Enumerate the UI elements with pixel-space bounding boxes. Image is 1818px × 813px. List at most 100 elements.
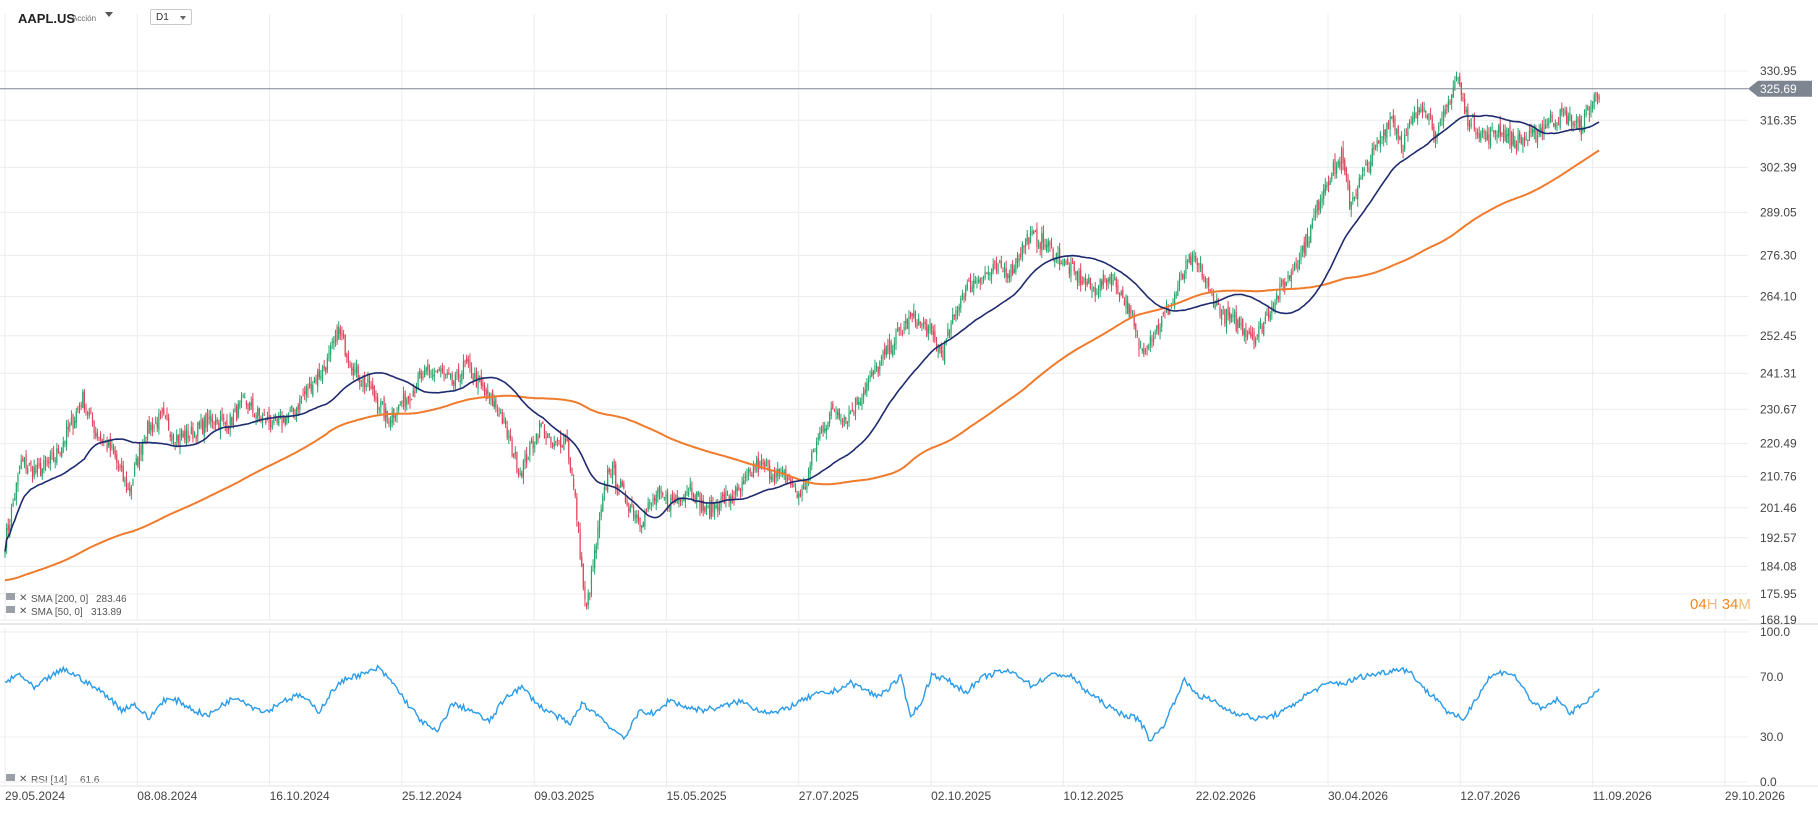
date-tick-label: 27.07.2025 <box>799 789 859 803</box>
candle <box>1091 283 1093 299</box>
date-tick-label: 15.05.2025 <box>667 789 727 803</box>
price-tick-label: 192.57 <box>1760 531 1797 545</box>
candle <box>202 417 204 435</box>
candle-body <box>443 371 445 375</box>
candle <box>394 414 397 422</box>
legend-item-rsi[interactable]: ✕ RSI [14] 61.6 <box>6 774 100 786</box>
candle <box>278 412 280 427</box>
candle-body <box>785 469 787 483</box>
candle <box>532 435 534 456</box>
candle <box>749 467 751 477</box>
candle-body <box>211 419 213 423</box>
candle-body <box>1057 252 1059 258</box>
candle-body <box>53 452 55 462</box>
candle <box>1394 115 1396 136</box>
candle-body <box>326 357 328 370</box>
grid <box>0 14 1748 621</box>
candle-body <box>310 383 312 392</box>
candle <box>1222 305 1224 315</box>
candle-body <box>1517 134 1519 150</box>
candle <box>391 406 393 428</box>
candle-body <box>1504 130 1506 141</box>
candle-body <box>425 367 427 372</box>
candle-body <box>1221 309 1223 320</box>
candle <box>1084 273 1087 292</box>
candle-body <box>799 493 802 497</box>
symbol-name[interactable]: AAPL.US <box>18 11 76 26</box>
candle-body <box>543 425 546 438</box>
candle-body <box>939 346 941 349</box>
price-tick-label: 276.30 <box>1760 248 1797 262</box>
candle <box>409 393 411 409</box>
candle <box>1287 270 1289 284</box>
candle-body <box>422 376 424 378</box>
candle <box>1300 245 1302 265</box>
candle <box>467 355 469 368</box>
candle-body <box>1196 262 1198 266</box>
candle-body <box>357 366 359 381</box>
candle-body <box>1268 309 1270 318</box>
candle <box>535 433 537 445</box>
candle-body <box>709 503 711 519</box>
candle-body <box>1161 316 1163 328</box>
candle-body <box>1564 109 1566 114</box>
candle-body <box>825 427 827 433</box>
candle <box>180 428 183 441</box>
candle-body <box>236 405 238 421</box>
candle <box>349 360 351 369</box>
candle <box>368 374 371 391</box>
candle-body <box>628 508 630 511</box>
legend-settings-icon[interactable] <box>6 606 15 613</box>
candle-body <box>466 357 468 363</box>
candle-body <box>1222 305 1224 308</box>
candle-body <box>897 328 899 332</box>
candle <box>7 518 9 537</box>
candle <box>713 502 716 520</box>
candle <box>1144 347 1147 355</box>
candle <box>443 365 445 382</box>
candle <box>641 524 643 534</box>
legend-close-icon[interactable]: ✕ <box>19 606 27 617</box>
candle <box>707 504 709 509</box>
candle-body <box>848 412 850 424</box>
candle <box>545 430 547 445</box>
candle-body <box>1007 273 1009 279</box>
candle-body <box>1125 296 1127 308</box>
candle <box>1195 252 1197 264</box>
legend-item-sma200[interactable]: ✕ SMA [200, 0] 283.46 <box>6 593 127 605</box>
candle-body <box>840 419 842 422</box>
legend-close-icon[interactable]: ✕ <box>19 593 27 604</box>
candle <box>1028 237 1030 250</box>
legend-settings-icon[interactable] <box>6 593 15 600</box>
candle <box>1046 238 1048 253</box>
candle-body <box>694 495 696 503</box>
candle-body <box>28 463 30 465</box>
candle-body <box>994 261 996 263</box>
candle-body <box>198 422 200 426</box>
candle <box>537 433 539 444</box>
candle <box>838 408 840 421</box>
candle <box>93 420 95 440</box>
candle-body <box>1407 127 1409 137</box>
candle <box>399 401 401 406</box>
candle <box>48 456 50 469</box>
candle <box>1441 111 1443 126</box>
candle-body <box>1319 201 1322 211</box>
timeframe-select[interactable]: D1 <box>150 9 192 25</box>
candle <box>911 312 913 323</box>
candle-body <box>338 327 340 339</box>
candle <box>179 428 181 455</box>
candle-body <box>477 376 479 390</box>
candle <box>15 482 17 506</box>
candle <box>948 329 951 338</box>
candle-body <box>1177 287 1179 296</box>
candle <box>127 482 129 490</box>
symbol-dropdown-icon[interactable] <box>105 12 113 17</box>
candle <box>594 544 596 575</box>
candle-body <box>1402 149 1404 153</box>
legend-item-sma50[interactable]: ✕ SMA [50, 0] 313.89 <box>6 606 122 618</box>
legend-settings-icon[interactable] <box>6 774 15 781</box>
legend-close-icon[interactable]: ✕ <box>19 774 27 785</box>
candle-body <box>234 407 236 413</box>
